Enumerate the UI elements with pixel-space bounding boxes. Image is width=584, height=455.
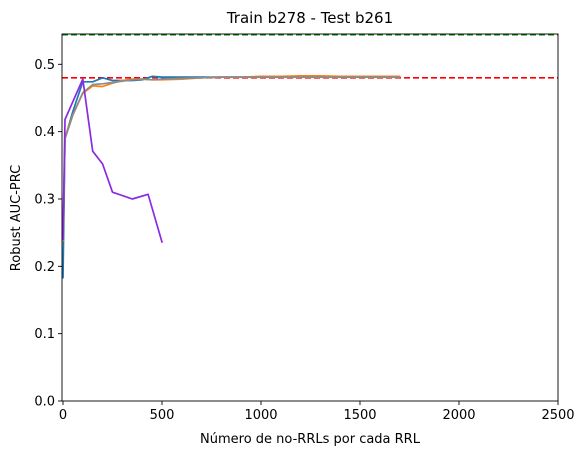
y-tick-label: 0.3 — [34, 192, 55, 207]
x-tick-label: 0 — [59, 408, 67, 423]
series-line-3 — [62, 76, 401, 241]
plot-area: 0 500 1000 1500 2000 2500 0.0 0.1 0.2 0.3 0.4 0.5 — [34, 33, 575, 423]
axes-frame — [61, 33, 559, 402]
chart-title: Train b278 - Test b261 — [226, 9, 393, 27]
y-tick-label: 0.0 — [34, 395, 55, 410]
y-tick-label: 0.2 — [34, 260, 55, 275]
x-axis-label: Número de no-RRLs por cada RRL — [200, 432, 421, 447]
series-line-4 — [62, 78, 163, 243]
x-tick-label: 1500 — [343, 408, 376, 423]
x-tick-label: 2000 — [442, 408, 475, 423]
y-tick-label: 0.1 — [34, 327, 55, 342]
x-tick-label: 2500 — [541, 408, 574, 423]
series-group — [62, 74, 401, 279]
y-tick-label: 0.5 — [34, 58, 55, 73]
x-tick-label: 1000 — [244, 408, 277, 423]
y-axis-label: Robust AUC-PRC — [9, 165, 24, 271]
y-tick-label: 0.4 — [34, 125, 55, 140]
x-tick-label: 500 — [150, 408, 175, 423]
